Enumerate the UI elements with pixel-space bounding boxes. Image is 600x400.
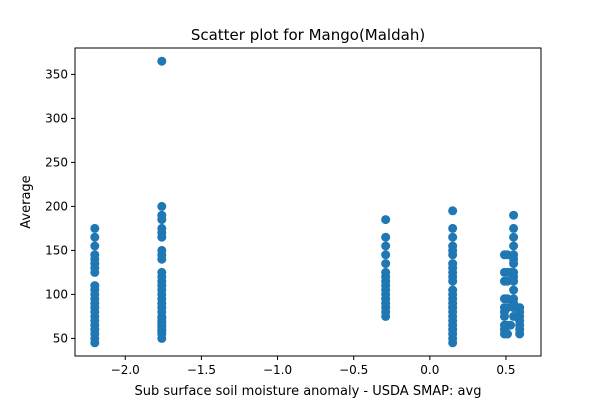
data-point — [157, 267, 167, 277]
data-point — [157, 223, 167, 233]
data-point — [509, 294, 519, 304]
data-point — [509, 285, 519, 295]
y-tick-label: 300 — [45, 111, 68, 125]
x-tick-label: 0.5 — [496, 363, 515, 377]
y-axis-label: Average — [19, 175, 34, 228]
data-point — [448, 206, 458, 216]
data-point — [381, 215, 391, 225]
data-point — [506, 267, 516, 277]
x-tick-label: −0.5 — [339, 363, 368, 377]
data-point — [381, 250, 391, 260]
y-tick-label: 350 — [45, 67, 68, 81]
data-point — [90, 223, 100, 233]
data-point — [448, 259, 458, 269]
data-point — [381, 241, 391, 251]
data-point — [90, 250, 100, 260]
y-tick-label: 250 — [45, 155, 68, 169]
data-point — [509, 210, 519, 220]
x-axis-ticks: −2.0 −1.5 −1.0 −0.5 0.0 0.5 — [111, 356, 516, 377]
data-point — [90, 281, 100, 291]
data-point — [448, 241, 458, 251]
y-tick-label: 100 — [45, 287, 68, 301]
x-tick-label: −1.0 — [263, 363, 292, 377]
x-tick-label: −2.0 — [111, 363, 140, 377]
x-axis-label: Sub surface soil moisture anomaly - USDA… — [135, 384, 482, 399]
data-point — [381, 232, 391, 242]
data-point — [506, 320, 516, 330]
y-tick-label: 200 — [45, 199, 68, 213]
data-point — [509, 223, 519, 233]
points-layer — [90, 56, 525, 348]
data-point — [509, 232, 519, 242]
data-point — [448, 232, 458, 242]
data-point — [381, 259, 391, 269]
data-point — [90, 241, 100, 251]
y-axis-ticks: 50 100 150 200 250 300 350 — [45, 67, 75, 345]
data-point — [157, 56, 167, 66]
data-point — [448, 223, 458, 233]
data-point — [509, 250, 519, 260]
data-point — [515, 303, 525, 313]
y-tick-label: 50 — [53, 331, 68, 345]
data-point — [509, 241, 519, 251]
y-tick-label: 150 — [45, 243, 68, 257]
chart-title: Scatter plot for Mango(Maldah) — [191, 26, 425, 44]
plot-frame — [74, 47, 542, 357]
data-point — [448, 285, 458, 295]
data-point — [90, 232, 100, 242]
data-point — [157, 210, 167, 220]
x-tick-label: 0.0 — [420, 363, 439, 377]
x-tick-label: −1.5 — [187, 363, 216, 377]
data-point — [503, 329, 512, 339]
data-point — [157, 201, 167, 211]
data-point — [381, 267, 391, 277]
data-point — [157, 245, 167, 255]
